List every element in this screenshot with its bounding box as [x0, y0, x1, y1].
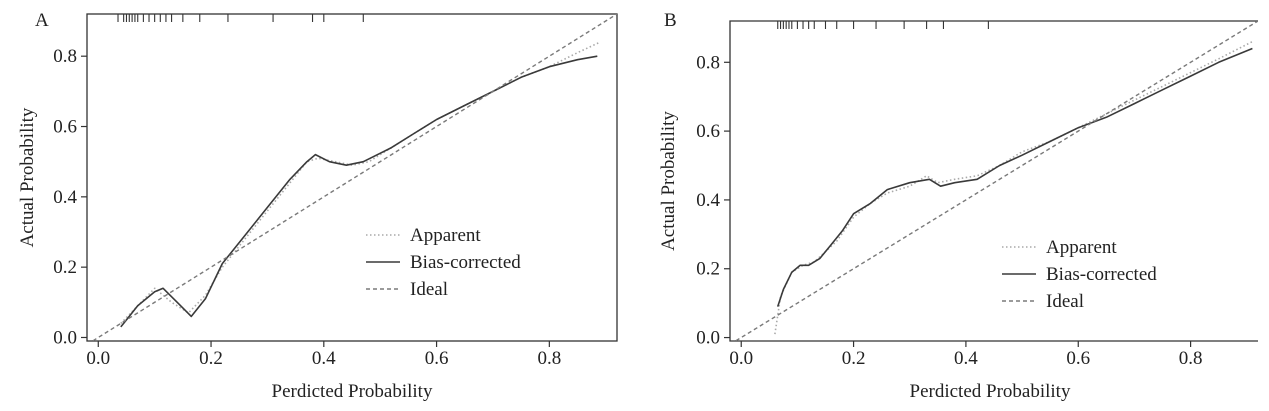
panel-a: A 0.0 0.2 0.4 0.6 0.8 0.0 0.2 0.4 0.6 0.8 Perdicted… — [17, 10, 618, 402]
legend: Apparent Bias-corrected Ideal — [366, 225, 521, 300]
legend-label: Apparent — [410, 225, 481, 246]
y-tick-label: 0.4 — [696, 190, 720, 211]
y-tick-label: 0.2 — [53, 257, 77, 278]
y-tick-label: 0.0 — [696, 328, 720, 349]
series-line-ideal — [734, 21, 1258, 341]
legend-label: Ideal — [410, 279, 448, 300]
x-tick-label: 0.4 — [312, 348, 336, 369]
x-tick-label: 0.6 — [1066, 348, 1090, 369]
x-tick-label: 0.8 — [1179, 348, 1203, 369]
legend-label: Apparent — [1046, 237, 1117, 258]
series-line-apparent — [774, 40, 1253, 335]
plot-frame — [86, 13, 618, 342]
series-line-bias-corrected — [120, 55, 598, 328]
y-tick-label: 0.0 — [53, 327, 77, 348]
x-tick-label: 0.2 — [842, 348, 866, 369]
legend-label: Ideal — [1046, 291, 1084, 312]
y-tick-label: 0.4 — [53, 187, 77, 208]
series-line-ideal — [91, 14, 617, 341]
y-tick-label: 0.8 — [696, 52, 720, 73]
rug-marks — [117, 14, 364, 22]
x-tick-label: 0.0 — [729, 348, 753, 369]
y-tick-label: 0.6 — [696, 121, 720, 142]
x-tick-label: 0.4 — [954, 348, 978, 369]
x-tick-label: 0.6 — [425, 348, 449, 369]
x-tick-label: 0.0 — [86, 348, 110, 369]
plot-frame — [729, 20, 1258, 342]
panel-letter: B — [664, 10, 677, 31]
y-tick-label: 0.8 — [53, 46, 77, 67]
y-tick-label: 0.6 — [53, 117, 77, 138]
series-line-bias-corrected — [776, 47, 1253, 307]
panel-letter: A — [35, 10, 49, 31]
x-axis-title: Perdicted Probability — [910, 381, 1071, 402]
y-tick-label: 0.2 — [696, 259, 720, 280]
x-axis-title: Perdicted Probability — [272, 381, 433, 402]
legend-label: Bias-corrected — [1046, 264, 1157, 285]
y-axis-title: Actual Probability — [658, 111, 679, 251]
rug-marks — [777, 21, 989, 29]
panel-b: B 0.0 0.2 0.4 0.6 0.8 0.0 0.2 0.4 0.6 0.8 Perdicted… — [658, 10, 1258, 402]
legend: Apparent Bias-corrected Ideal — [1002, 237, 1157, 312]
x-tick-label: 0.2 — [199, 348, 223, 369]
series-line-apparent — [120, 41, 601, 324]
legend-label: Bias-corrected — [410, 252, 521, 273]
x-tick-label: 0.8 — [537, 348, 561, 369]
y-axis-title: Actual Probability — [17, 107, 38, 247]
